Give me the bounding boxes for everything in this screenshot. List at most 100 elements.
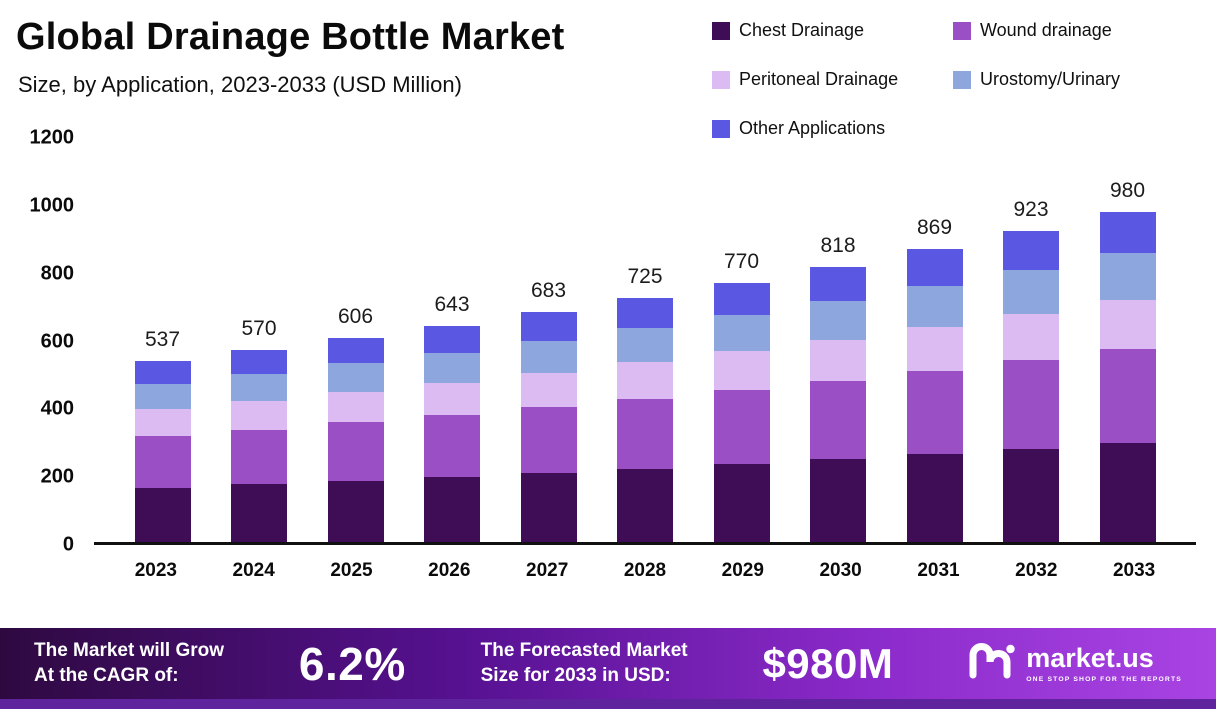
bar-segment-wound-drainage	[1003, 360, 1059, 449]
bar-segment-urostomy-urinary	[424, 352, 480, 384]
y-tick-label: 1200	[29, 126, 75, 149]
bar-total-label: 980	[1109, 179, 1146, 203]
bar-2023: 537	[134, 138, 191, 542]
bar-segment-other-applications	[810, 266, 866, 301]
bar-total-label: 770	[723, 249, 760, 273]
bar-2026: 643	[424, 138, 480, 542]
bar-segment-chest-drainage	[520, 472, 577, 542]
x-tick-label-2024: 2024	[232, 560, 275, 581]
x-axis: 2023 2024 2025 2026 2027 2028 2029 2030 2031 2032…	[94, 560, 1196, 582]
cagr-label: The Market will Grow At the CAGR of:	[34, 639, 224, 688]
bar-total-label: 683	[530, 279, 567, 303]
legend-swatch-icon	[712, 21, 730, 40]
legend: Chest Drainage Wound drainage Peritoneal D…	[712, 20, 1194, 139]
bar-total-label: 643	[434, 292, 470, 316]
bar-2029: 770	[713, 138, 770, 542]
bar-segment-other-applications	[231, 350, 287, 374]
brand-logo: market.us ONE STOP SHOP FOR THE REPORTS	[968, 640, 1182, 687]
bar-2030: 818	[810, 138, 866, 542]
cagr-label-line1: The Market will Grow	[34, 640, 225, 662]
bar-segment-other-applications	[424, 325, 480, 353]
bar-segment-chest-drainage	[713, 464, 770, 542]
x-tick-label-2030: 2030	[819, 560, 862, 581]
x-tick-label-2032: 2032	[1015, 560, 1058, 581]
forecast-label-line1: The Forecasted Market	[480, 640, 688, 662]
y-tick-label: 600	[40, 330, 74, 352]
page-subtitle: Size, by Application, 2023-2033 (USD Mil…	[18, 72, 462, 97]
bar-stack	[810, 266, 866, 542]
legend-item-wound-drainage: Wound drainage	[953, 20, 1166, 41]
bar-segment-wound-drainage	[1099, 349, 1156, 443]
legend-label: Other Applications	[739, 118, 886, 138]
x-tick-label-2029: 2029	[721, 560, 764, 581]
y-tick-label: 0	[62, 533, 74, 556]
bar-2033: 980	[1099, 138, 1156, 542]
bar-2024: 570	[231, 138, 287, 542]
bar-segment-urostomy-urinary	[1003, 270, 1059, 314]
bar-segment-wound-drainage	[520, 407, 577, 473]
bar-2032: 923	[1003, 138, 1059, 542]
legend-label: Urostomy/Urinary	[980, 69, 1121, 89]
bar-2028: 725	[617, 138, 673, 542]
bar-segment-other-applications	[906, 249, 963, 286]
bar-segment-other-applications	[520, 312, 577, 341]
bar-segment-chest-drainage	[327, 480, 384, 542]
bar-2027: 683	[520, 138, 577, 542]
bar-segment-peritoneal-drainage	[713, 351, 770, 391]
bar-segment-wound-drainage	[134, 436, 191, 488]
x-tick-label-2028: 2028	[623, 560, 667, 581]
bar-segment-peritoneal-drainage	[134, 409, 191, 437]
bar-segment-urostomy-urinary	[327, 363, 384, 392]
bar-total-label: 570	[241, 317, 277, 341]
bar-segment-other-applications	[1099, 212, 1156, 254]
bar-total-label: 537	[144, 328, 181, 352]
cagr-label-line2: At the CAGR of:	[34, 664, 179, 686]
bar-total-label: 725	[627, 264, 663, 288]
bar-segment-wound-drainage	[713, 390, 770, 465]
bar-segment-peritoneal-drainage	[810, 339, 866, 382]
y-tick-label: 800	[40, 262, 74, 285]
bar-segment-wound-drainage	[810, 381, 866, 460]
bar-stack	[617, 297, 673, 542]
y-tick-label: 400	[40, 397, 74, 420]
bar-segment-chest-drainage	[906, 454, 963, 542]
bar-segment-peritoneal-drainage	[520, 372, 577, 408]
y-tick-label: 200	[40, 465, 74, 488]
bar-segment-wound-drainage	[424, 415, 480, 477]
bar-segment-chest-drainage	[424, 477, 480, 542]
x-tick-label-2027: 2027	[526, 560, 569, 581]
forecast-label: The Forecasted Market Size for 2033 in U…	[481, 639, 688, 688]
legend-item-peritoneal-drainage: Peritoneal Drainage	[712, 69, 925, 90]
bar-segment-other-applications	[327, 337, 384, 364]
y-tick-label: 1000	[29, 194, 75, 217]
bar-stack	[520, 312, 577, 542]
bar-segment-wound-drainage	[906, 370, 963, 455]
bar-segment-wound-drainage	[231, 429, 287, 485]
bar-stack	[1099, 212, 1156, 542]
legend-label: Wound drainage	[980, 20, 1112, 40]
brand-name: market.us	[1026, 642, 1154, 673]
bar-2031: 869	[906, 138, 963, 542]
bar-segment-urostomy-urinary	[1099, 253, 1156, 300]
bar-stack	[231, 350, 287, 542]
bar-stack	[424, 325, 480, 542]
bar-segment-urostomy-urinary	[713, 315, 770, 352]
brand-tagline: ONE STOP SHOP FOR THE REPORTS	[1026, 675, 1182, 683]
bar-segment-peritoneal-drainage	[327, 391, 384, 423]
stats-banner: The Market will Grow At the CAGR of: 6.2…	[0, 628, 1216, 699]
bar-segment-peritoneal-drainage	[424, 383, 480, 416]
x-tick-label-2023: 2023	[134, 560, 177, 581]
bar-segment-peritoneal-drainage	[1099, 299, 1156, 350]
legend-swatch-icon	[953, 70, 971, 89]
bar-total-label: 923	[1013, 198, 1049, 222]
bar-segment-urostomy-urinary	[134, 383, 191, 409]
bar-stack	[713, 282, 770, 542]
forecast-value: $980M	[762, 639, 894, 687]
legend-label: Peritoneal Drainage	[739, 69, 899, 89]
bar-segment-peritoneal-drainage	[1003, 313, 1059, 361]
bar-segment-other-applications	[617, 297, 673, 329]
legend-swatch-icon	[712, 119, 730, 138]
bar-segment-wound-drainage	[617, 398, 673, 469]
bar-stack	[134, 361, 191, 542]
